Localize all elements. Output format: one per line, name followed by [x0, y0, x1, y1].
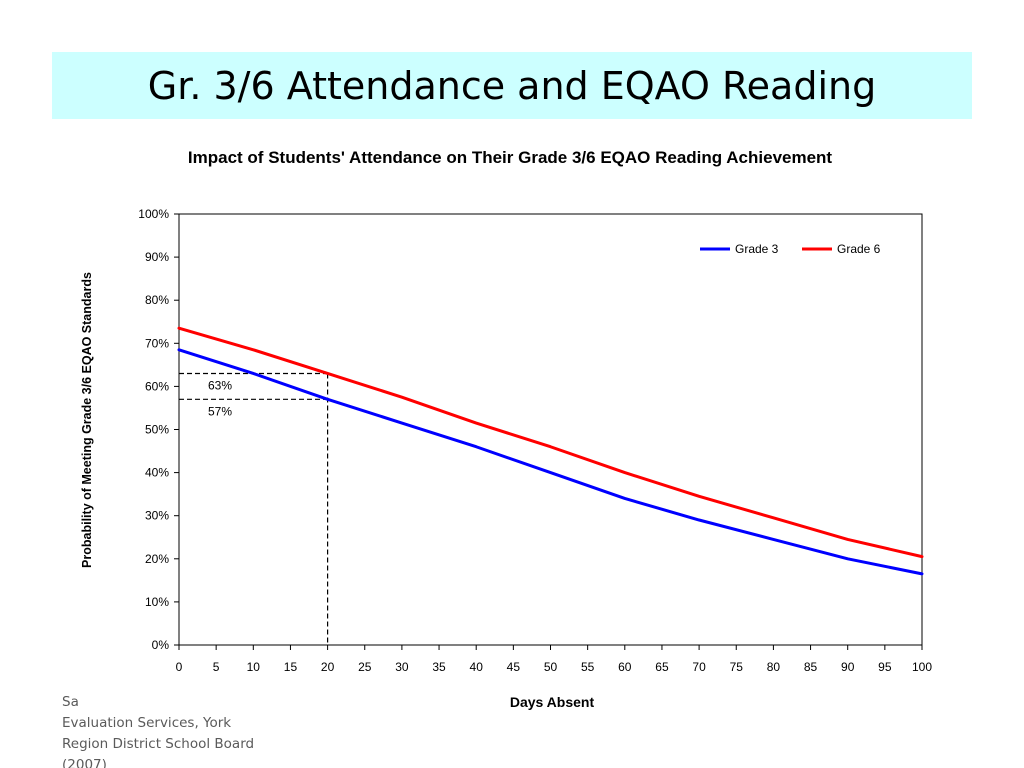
legend-label: Grade 6 — [837, 242, 881, 256]
x-tick-label: 40 — [470, 660, 484, 674]
x-axis-title: Days Absent — [509, 694, 595, 710]
x-tick-label: 15 — [284, 660, 298, 674]
source-line: Evaluation Services, York — [62, 715, 232, 731]
x-tick-label: 90 — [841, 660, 855, 674]
plot-frame — [178, 213, 923, 646]
source-line: Sa — [62, 694, 79, 710]
x-tick-label: 70 — [692, 660, 706, 674]
series-line-0 — [177, 348, 924, 576]
x-tick-label: 35 — [432, 660, 446, 674]
x-tick-label: 80 — [767, 660, 781, 674]
x-tick-label: 0 — [176, 660, 183, 674]
x-tick-label: 5 — [213, 660, 220, 674]
y-tick-label: 100% — [138, 207, 169, 221]
source-line: (2007) — [62, 757, 107, 768]
annotation-label: 63% — [208, 378, 232, 392]
y-tick-label: 10% — [145, 595, 169, 609]
y-tick-label: 90% — [145, 250, 169, 264]
x-tick-label: 20 — [321, 660, 335, 674]
series-line-1 — [177, 326, 924, 559]
source-note: Sa Evaluation Services, York Region Dist… — [62, 692, 272, 768]
y-tick-label: 70% — [145, 336, 169, 350]
x-tick-label: 55 — [581, 660, 595, 674]
slide-title-bar: Gr. 3/6 Attendance and EQAO Reading — [52, 52, 972, 119]
y-tick-label: 60% — [145, 379, 169, 393]
x-tick-label: 25 — [358, 660, 372, 674]
x-tick-label: 100 — [912, 660, 932, 674]
y-axis-title: Probability of Meeting Grade 3/6 EQAO St… — [80, 272, 94, 568]
slide-title: Gr. 3/6 Attendance and EQAO Reading — [147, 63, 877, 108]
x-tick-label: 65 — [655, 660, 669, 674]
x-tick-label: 10 — [247, 660, 261, 674]
x-tick-label: 95 — [878, 660, 892, 674]
x-tick-label: 60 — [618, 660, 632, 674]
y-tick-label: 50% — [145, 423, 169, 437]
x-tick-label: 45 — [507, 660, 521, 674]
y-tick-label: 30% — [145, 509, 169, 523]
y-tick-label: 0% — [152, 638, 170, 652]
x-tick-label: 85 — [804, 660, 818, 674]
overlay-cover — [82, 692, 272, 709]
chart-title: Impact of Students' Attendance on Their … — [187, 148, 833, 167]
annotation-label: 57% — [208, 404, 232, 418]
y-tick-label: 20% — [145, 552, 169, 566]
legend-label: Grade 3 — [735, 242, 779, 256]
source-line: Region District School Board — [62, 736, 255, 752]
x-tick-label: 50 — [544, 660, 558, 674]
x-tick-label: 75 — [730, 660, 744, 674]
x-tick-label: 30 — [395, 660, 409, 674]
y-tick-label: 40% — [145, 466, 169, 480]
y-tick-label: 80% — [145, 293, 169, 307]
